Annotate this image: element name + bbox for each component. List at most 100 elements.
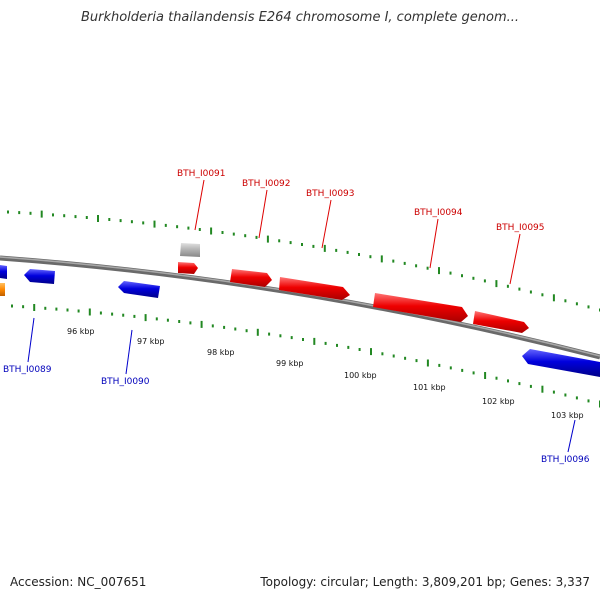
inner-tick-minor [99, 311, 102, 315]
inner-tick-minor [415, 359, 418, 363]
label-bth-i0089: BTH_I0089 [3, 365, 52, 375]
outer-tick-minor [358, 253, 360, 256]
outer-tick-minor [335, 248, 338, 252]
outer-tick-minor [541, 293, 544, 297]
label-bth-i0090: BTH_I0090 [101, 377, 150, 387]
outer-tick-minor [312, 244, 315, 248]
inner-tick-major [88, 308, 91, 316]
inner-tick-minor [302, 338, 304, 341]
inner-tick-minor [245, 329, 248, 333]
outer-tick-minor [63, 214, 66, 218]
outer-tick-minor [29, 211, 32, 215]
gene-bth-i0096[interactable] [522, 349, 600, 377]
inner-tick-minor [133, 314, 136, 318]
gene-bth-i0092[interactable] [230, 269, 272, 287]
kbp-label-96: 96 kbp [67, 327, 95, 336]
inner-tick-minor [575, 396, 578, 400]
gene-bth-i0090[interactable] [118, 281, 160, 298]
outer-tick-minor [426, 266, 429, 270]
inner-tick-minor [166, 318, 169, 322]
inner-tick-minor [279, 334, 282, 338]
accession-text: Accession: NC_007651 [10, 575, 147, 589]
inner-tick-major [313, 337, 316, 345]
inner-tick-major [541, 385, 544, 393]
kbp-label-102: 102 kbp [482, 397, 515, 406]
outer-tick-major [495, 280, 498, 288]
outer-tick-track [7, 210, 600, 312]
gene-bth-i0089[interactable] [24, 269, 55, 284]
outer-tick-minor [289, 241, 292, 245]
label-bth-i0093: BTH_I0093 [306, 189, 355, 199]
outer-tick-minor [108, 218, 111, 221]
outer-tick-minor [575, 302, 578, 306]
inner-tick-minor [449, 366, 452, 370]
inner-tick-minor [336, 343, 338, 347]
outer-tick-minor [7, 210, 9, 214]
inner-tick-track [11, 304, 600, 408]
gene-bth-i0094[interactable] [373, 293, 468, 322]
gene-bth-i0093[interactable] [279, 277, 350, 300]
gene-bth-i0091[interactable] [178, 262, 198, 274]
inner-tick-minor [122, 313, 125, 317]
genome-summary-text: Topology: circular; Length: 3,809,201 bp… [260, 575, 590, 589]
outer-tick-minor [415, 264, 418, 268]
outer-tick-minor [461, 274, 463, 278]
kbp-label-101: 101 kbp [413, 383, 446, 392]
gene-bth-i0091-pseudo[interactable] [180, 243, 200, 257]
inner-tick-minor [518, 382, 521, 386]
outer-tick-minor [221, 231, 224, 234]
inner-tick-minor [347, 345, 350, 349]
inner-tick-major [484, 372, 487, 379]
inner-tick-minor [507, 379, 509, 383]
outer-tick-major [552, 294, 555, 302]
label-bth-i0095: BTH_I0095 [496, 223, 545, 233]
inner-tick-minor [290, 336, 293, 340]
outer-tick-minor [187, 226, 190, 230]
inner-tick-minor [55, 307, 58, 311]
outer-tick-minor [164, 223, 167, 227]
outer-tick-minor [449, 271, 452, 275]
kbp-label-98: 98 kbp [207, 348, 235, 357]
inner-tick-minor [358, 348, 361, 351]
outer-tick-minor [130, 220, 133, 224]
inner-tick-minor [44, 306, 47, 310]
outer-tick-minor [369, 255, 372, 259]
outer-tick-minor [472, 276, 475, 280]
label-bth-i0094: BTH_I0094 [414, 208, 463, 218]
inner-tick-minor [564, 393, 567, 397]
inner-tick-minor [324, 341, 327, 345]
label-bth-i0092: BTH_I0092 [242, 179, 291, 189]
outer-tick-minor [346, 250, 349, 254]
gene-left-reverse-a[interactable] [0, 265, 7, 279]
label-bth-i0091: BTH_I0091 [177, 169, 226, 179]
outer-tick-minor [244, 234, 247, 238]
kbp-label-99: 99 kbp [276, 359, 304, 368]
label-bth-i0096: BTH_I0096 [541, 455, 590, 465]
outer-tick-minor [403, 261, 406, 265]
outer-tick-major [97, 215, 99, 222]
inner-tick-minor [66, 308, 69, 312]
inner-tick-minor [111, 312, 114, 316]
inner-tick-major [144, 314, 147, 322]
inner-tick-minor [223, 325, 226, 329]
outer-tick-minor [483, 279, 486, 283]
inner-tick-minor [11, 304, 13, 308]
inner-tick-major [256, 328, 259, 336]
inner-tick-minor [189, 321, 192, 325]
inner-tick-minor [381, 352, 384, 356]
gene-bth-i0095[interactable] [473, 311, 529, 333]
kbp-label-103: 103 kbp [551, 411, 584, 420]
inner-tick-minor [234, 327, 237, 331]
outer-tick-major [40, 210, 43, 218]
outer-tick-minor [85, 216, 88, 219]
inner-tick-minor [211, 324, 214, 328]
outer-tick-major [210, 227, 213, 235]
outer-tick-minor [74, 215, 77, 219]
kbp-label-97: 97 kbp [137, 337, 165, 346]
outer-tick-minor [232, 232, 235, 236]
inner-tick-minor [268, 332, 271, 336]
outer-tick-minor [198, 228, 201, 231]
outer-tick-minor [506, 284, 509, 288]
inner-tick-minor [22, 305, 25, 309]
gene-left-other[interactable] [0, 283, 5, 296]
